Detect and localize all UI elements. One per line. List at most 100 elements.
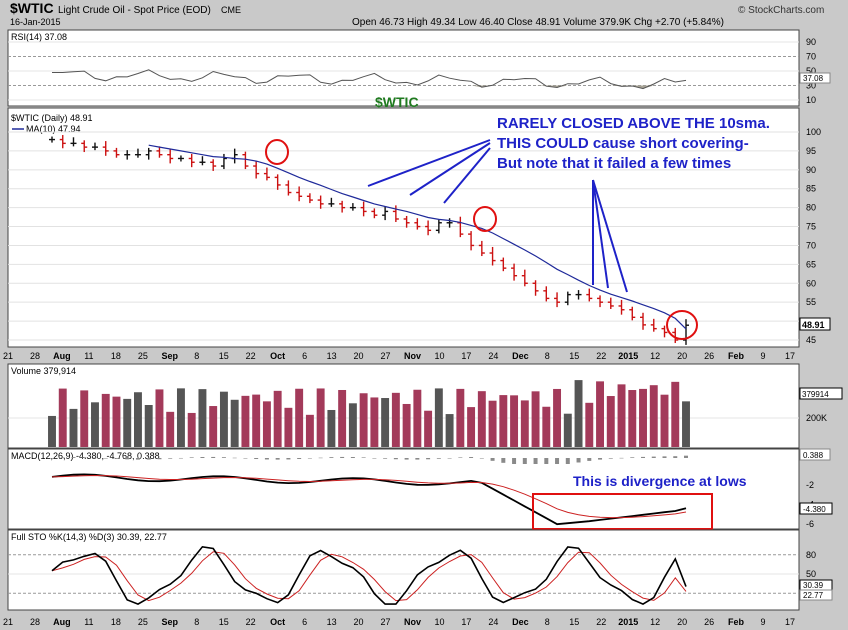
volume-bar <box>531 391 540 447</box>
rsi-tick-label: 70 <box>806 52 816 62</box>
rsi-legend: RSI(14) 37.08 <box>11 32 67 42</box>
date-tick-label: 12 <box>650 351 660 361</box>
annotation-arrow <box>409 142 491 196</box>
price-value-tag <box>799 317 831 331</box>
rsi-value: 37.08 <box>803 74 824 83</box>
date-tick-label: Sep <box>162 617 179 627</box>
volume-bar <box>660 394 669 447</box>
date-tick-label: 2015 <box>618 351 638 361</box>
macd-histogram-bar <box>221 457 226 458</box>
volume-bars <box>8 380 799 447</box>
volume-bar <box>187 412 196 447</box>
macd-histogram-bar <box>264 458 269 460</box>
macd-histogram-bar <box>286 458 291 460</box>
highlight-circle <box>265 139 289 165</box>
instrument-name: Light Crude Oil - Spot Price (EOD) <box>58 5 211 16</box>
price-legend: $WTIC (Daily) 48.91 <box>11 113 93 123</box>
volume-bar <box>80 390 89 447</box>
rsi-tick-label: 90 <box>806 37 816 47</box>
volume-bar <box>520 400 529 447</box>
date-tick-label: 20 <box>677 351 687 361</box>
volume-bar <box>488 400 497 447</box>
date-tick-label: 28 <box>30 617 40 627</box>
volume-bar <box>112 396 121 447</box>
macd-histogram-bar <box>393 458 398 460</box>
volume-bar <box>134 392 142 447</box>
annotation-arrows <box>367 139 628 293</box>
macd-histogram-bar <box>662 456 667 458</box>
date-tick-label: 6 <box>302 617 307 627</box>
macd-histogram-bar <box>243 458 248 459</box>
price-tick-label: 70 <box>806 240 816 250</box>
date-tick-label: 27 <box>381 617 391 627</box>
macd-histogram-bar <box>189 457 194 458</box>
macd-histogram-bar <box>576 458 581 463</box>
highlight-circles <box>265 139 698 340</box>
volume-bar <box>273 390 282 447</box>
date-tick-label: 27 <box>381 351 391 361</box>
source-watermark: © StockCharts.com <box>738 5 824 16</box>
price-tick-label: 90 <box>806 165 816 175</box>
divergence-note: This is divergence at lows <box>573 473 747 489</box>
date-tick-label: 9 <box>761 617 766 627</box>
date-tick-label: 15 <box>569 351 579 361</box>
macd-histogram-bar <box>673 456 678 458</box>
date-tick-label: Oct <box>270 617 285 627</box>
macd-histogram-bar <box>103 458 108 459</box>
price-tick-label: 60 <box>806 278 816 288</box>
ohlc-summary: Open 46.73 High 49.34 Low 46.40 Close 48… <box>352 17 724 28</box>
macd-histogram-bar <box>415 458 420 460</box>
volume-bar <box>574 380 583 447</box>
volume-axis: 200K <box>806 413 827 423</box>
macd-histogram-bar <box>383 458 388 459</box>
macd-histogram-bar <box>329 457 334 458</box>
macd-histogram-bar <box>211 456 216 458</box>
macd-panel <box>7 448 800 530</box>
date-tick-label: 21 <box>3 617 13 627</box>
date-axis-bottom: 21 28 Aug 11 18 25 Sep 8 15 22 Oct 6 13 20 27 Nov 10 17 24… <box>3 617 795 627</box>
date-tick-label: 2015 <box>618 617 638 627</box>
price-tick-label: 55 <box>806 297 816 307</box>
date-tick-label: 18 <box>111 351 121 361</box>
price-value: 48.91 <box>802 320 825 330</box>
annotation-line-1: RARELY CLOSED ABOVE THE 10sma. <box>497 115 770 132</box>
date-tick-label: 17 <box>785 617 795 627</box>
date-tick-label: 17 <box>461 617 471 627</box>
date-tick-label: Dec <box>512 351 529 361</box>
date-tick-label: 25 <box>138 351 148 361</box>
date-tick-label: 25 <box>138 617 148 627</box>
macd-histogram-bar <box>60 457 65 458</box>
volume-bar <box>338 389 347 447</box>
macd-histogram-bar <box>501 458 506 463</box>
macd-histogram-bar <box>436 458 441 459</box>
date-tick-label: 10 <box>434 617 444 627</box>
date-tick-label: 26 <box>704 351 714 361</box>
sto-d-value: 22.77 <box>803 591 824 600</box>
date-tick-label: 26 <box>704 617 714 627</box>
volume-bar <box>639 388 647 447</box>
macd-histogram-bar <box>254 458 259 460</box>
volume-bar <box>617 384 626 447</box>
annotation-arrow <box>367 139 491 187</box>
volume-bar <box>48 415 56 447</box>
sto-k-value: 30.39 <box>803 581 824 590</box>
date-tick-label: 24 <box>488 617 498 627</box>
volume-bar <box>467 407 476 447</box>
macd-signal-line <box>51 474 687 519</box>
sto-tick-label: 80 <box>806 550 816 560</box>
date-tick-label: 6 <box>302 351 307 361</box>
volume-bar <box>424 410 433 447</box>
volume-bar <box>230 399 239 447</box>
macd-histogram-bar <box>533 458 538 464</box>
volume-value-tag <box>799 387 843 400</box>
volume-bar <box>262 401 271 447</box>
date-tick-label: 22 <box>246 617 256 627</box>
macd-histogram-bar <box>82 457 87 458</box>
volume-bar <box>58 388 67 447</box>
date-tick-label: 24 <box>488 351 498 361</box>
date-tick-label: 15 <box>219 617 229 627</box>
sto-tick-label: 50 <box>806 569 816 579</box>
volume-bar <box>585 402 594 447</box>
date-tick-label: Oct <box>270 351 285 361</box>
